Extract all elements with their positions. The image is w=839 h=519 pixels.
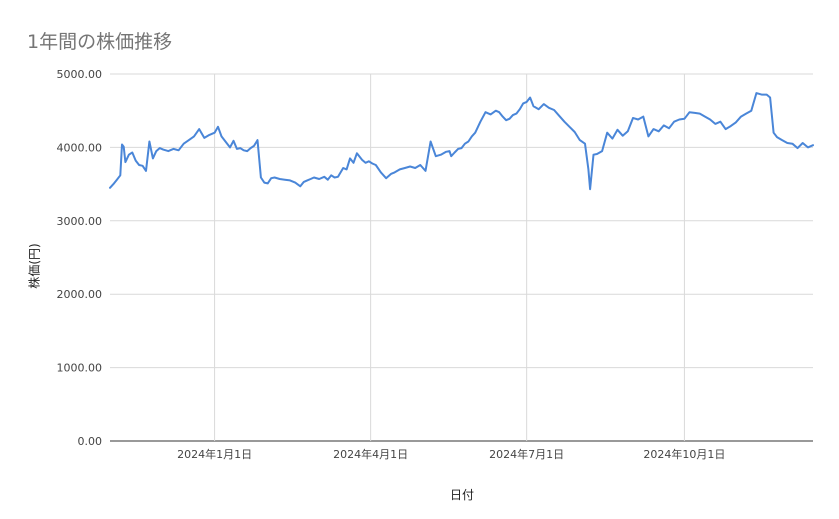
x-tick-label: 2024年10月1日	[643, 447, 725, 461]
y-tick-label: 5000.00	[57, 68, 103, 81]
y-tick-label: 2000.00	[57, 288, 103, 301]
y-axis-title: 株価(円)	[27, 243, 42, 289]
y-tick-label: 4000.00	[57, 141, 103, 154]
chart-title: 1年間の株価推移	[27, 31, 173, 53]
x-tick-label: 2024年4月1日	[333, 447, 408, 461]
series-layer	[109, 92, 814, 191]
grid-lines	[110, 73, 813, 442]
y-tick-label: 0.00	[78, 435, 103, 448]
x-axis-title: 日付	[449, 488, 475, 502]
x-tick-labels: 2024年1月1日 2024年4月1日 2024年7月1日 2024年10月1日	[177, 447, 725, 461]
x-tick-label: 2024年7月1日	[489, 447, 564, 461]
y-tick-labels: 0.00 1000.00 2000.00 3000.00 4000.00 5000.00	[57, 68, 103, 448]
y-tick-label: 1000.00	[57, 362, 103, 375]
x-tick-label: 2024年1月1日	[177, 447, 252, 461]
series-line	[109, 92, 814, 191]
y-tick-label: 3000.00	[57, 215, 103, 228]
